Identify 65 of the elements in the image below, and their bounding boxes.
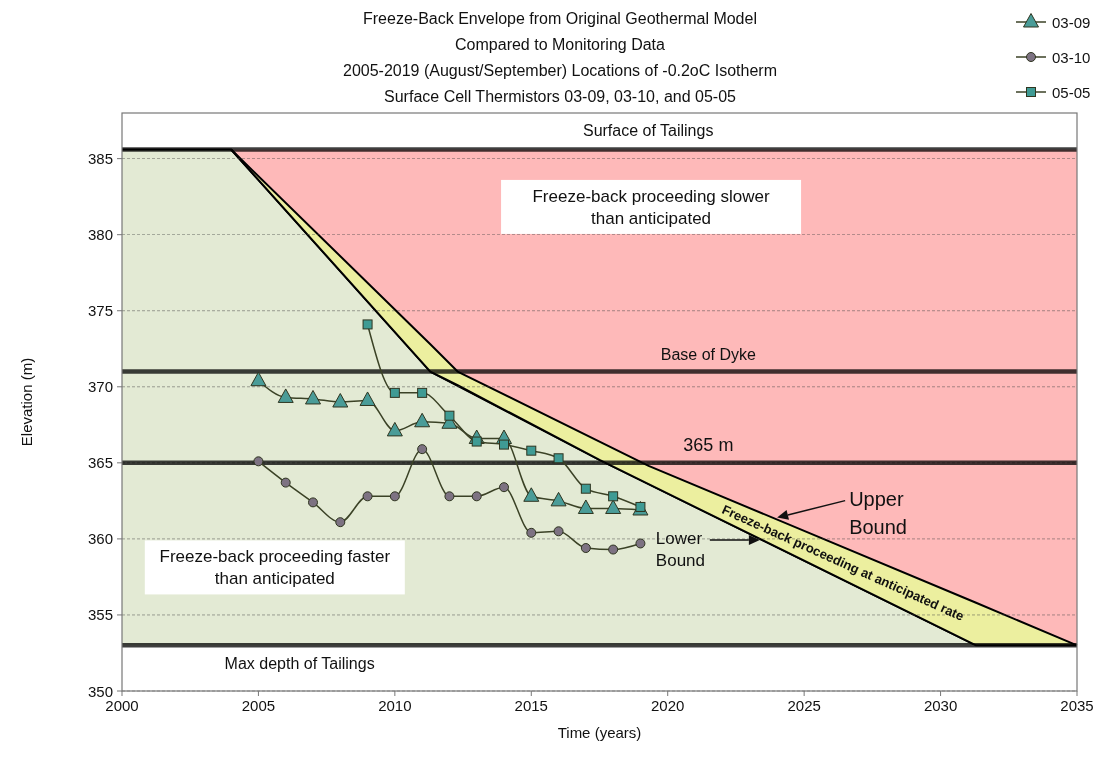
annotation: Freeze-back proceeding faster than anticipated — [159, 547, 391, 589]
point — [386, 421, 403, 437]
annotation: Lower Bound — [655, 528, 706, 570]
y-tick-label: 385 — [87, 150, 113, 168]
x-tick-label: 2020 — [651, 697, 685, 714]
annotation: Freeze-back proceeding slower than anticipated — [532, 186, 770, 228]
point — [608, 544, 619, 555]
y-tick-label: 350 — [87, 682, 113, 700]
ref-line-label: Base of Dyke — [660, 345, 757, 363]
point — [332, 393, 349, 408]
point — [417, 444, 428, 455]
x-tick-label: 2010 — [378, 697, 412, 714]
point — [608, 491, 619, 502]
point — [580, 483, 591, 494]
point — [526, 445, 537, 456]
point — [553, 453, 564, 464]
point — [526, 527, 537, 538]
x-tick-label: 2030 — [923, 697, 958, 714]
point — [414, 412, 431, 428]
ref-line-label: 365 m — [683, 434, 734, 455]
point — [308, 497, 318, 508]
point — [362, 319, 373, 330]
legend-label: 05-05 — [1052, 83, 1091, 101]
y-tick-label: 365 — [87, 454, 113, 472]
chart-title: Freeze-Back Envelope from Original Geothermal Model Compared to Monitoring Data 2005-2019 (August/September) Locations of -0.2oC Isotherm Surface Cell Thermistors 03-09, 03-10, and 05-05 — [342, 10, 778, 105]
point — [523, 487, 540, 502]
x-tick-label: 2000 — [105, 697, 139, 714]
point — [577, 499, 594, 514]
point — [580, 543, 591, 554]
point — [362, 491, 373, 502]
ref-line-label: Max depth of Tailings — [224, 655, 375, 673]
point — [250, 371, 267, 387]
y-axis-title: Elevation (m) — [18, 357, 35, 447]
point — [280, 477, 291, 488]
point — [550, 491, 567, 507]
point — [605, 499, 622, 514]
x-tick-label: 2025 — [787, 697, 821, 714]
point — [305, 389, 321, 405]
point — [335, 517, 346, 528]
point — [444, 491, 455, 502]
x-tick-label: 2015 — [514, 697, 548, 714]
legend-label: 03-09 — [1052, 13, 1091, 31]
y-tick-label: 355 — [87, 606, 113, 624]
point — [359, 391, 376, 406]
y-tick-label: 375 — [87, 302, 113, 320]
y-tick-label: 380 — [87, 226, 113, 244]
point — [553, 526, 564, 537]
point — [471, 491, 482, 502]
y-tick-label: 370 — [87, 378, 113, 396]
ref-line-label: Surface of Tailings — [582, 121, 714, 139]
y-tick-label: 360 — [87, 530, 113, 548]
x-tick-label: 2005 — [241, 697, 276, 714]
point — [253, 456, 264, 467]
x-tick-label: 2035 — [1060, 697, 1094, 714]
point — [417, 387, 428, 398]
point — [499, 482, 509, 493]
point — [277, 388, 294, 403]
annotation: Upper Bound — [849, 487, 907, 538]
point — [444, 410, 455, 421]
point — [499, 439, 509, 450]
point — [389, 387, 400, 398]
legend-label: 03-10 — [1052, 48, 1091, 66]
point — [635, 538, 646, 549]
x-axis-title: Time (years) — [557, 724, 642, 741]
point — [389, 491, 400, 502]
